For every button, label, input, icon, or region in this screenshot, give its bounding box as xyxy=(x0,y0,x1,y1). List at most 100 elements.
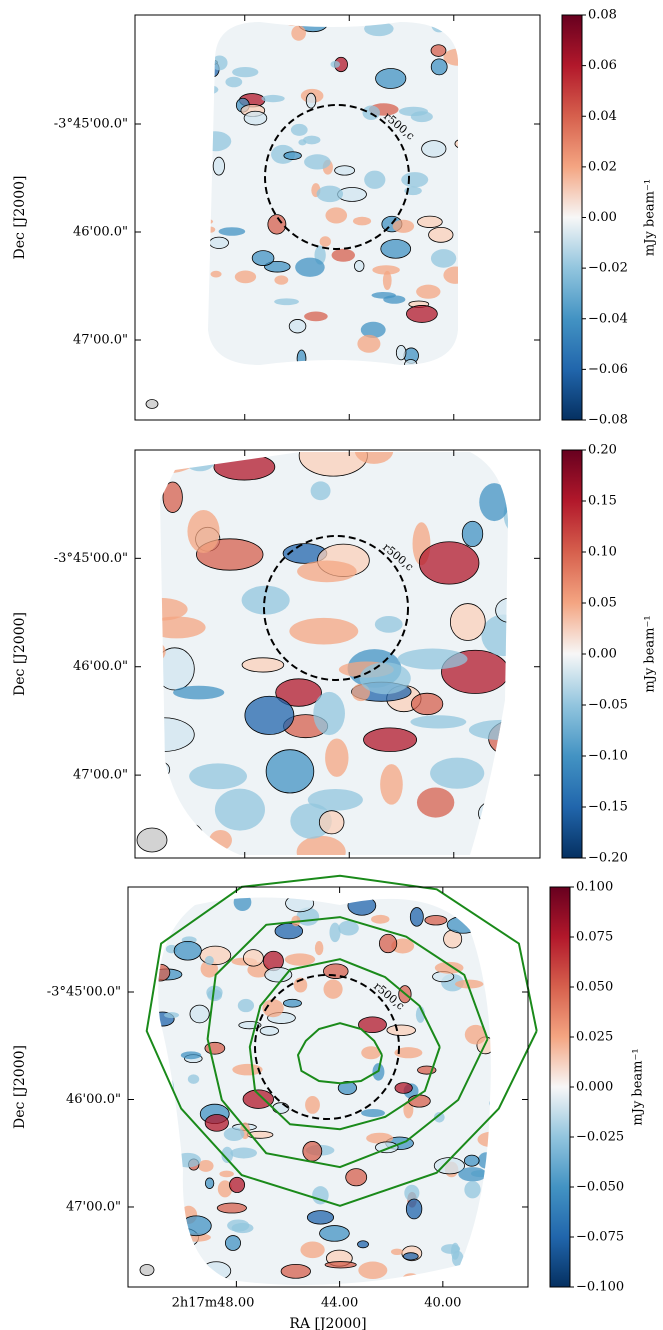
map-blob xyxy=(513,332,537,346)
map-blob xyxy=(364,170,386,189)
map-blob xyxy=(295,257,325,277)
map-blob xyxy=(217,1180,233,1198)
map-blob xyxy=(304,311,328,322)
y-axis-label: Dec [J2000] xyxy=(12,612,28,696)
map-blob xyxy=(216,1202,247,1214)
map-blob xyxy=(467,286,489,295)
map-blob xyxy=(512,917,520,929)
map-blob xyxy=(380,239,412,259)
map-blob xyxy=(305,92,317,109)
map-blob xyxy=(415,362,445,365)
map-blob xyxy=(204,1177,215,1189)
map-blob xyxy=(366,1132,394,1144)
map-blob xyxy=(244,695,295,735)
beam xyxy=(145,399,159,409)
map-blob xyxy=(126,949,136,959)
colorbar-tick-label: −0.050 xyxy=(576,1180,624,1195)
map-blob xyxy=(185,166,204,176)
r500-circle xyxy=(263,535,409,681)
map-blob xyxy=(404,1184,420,1202)
map-blob xyxy=(180,45,189,58)
map-blob xyxy=(495,12,526,27)
map-blob xyxy=(318,810,345,835)
map-blob xyxy=(394,1082,413,1094)
map-blob xyxy=(417,215,443,228)
map-blob xyxy=(233,897,252,912)
y-axis-label: Dec [J2000] xyxy=(12,1045,28,1129)
y-tick-label: -3°45'00.0" xyxy=(54,551,128,566)
map-blob xyxy=(198,1159,214,1172)
map-blob xyxy=(424,915,448,926)
plot-frame xyxy=(134,14,541,421)
map-blob xyxy=(494,163,511,169)
map-blob xyxy=(488,235,500,247)
map-blob xyxy=(262,999,284,1018)
map-blob xyxy=(460,299,487,305)
map-blob xyxy=(132,913,156,925)
map-blob xyxy=(484,1265,491,1285)
map-blob xyxy=(510,707,552,736)
map-blob xyxy=(479,483,508,522)
map-blob xyxy=(464,1024,487,1045)
map-blob xyxy=(306,1210,335,1225)
map-blob xyxy=(405,1198,423,1220)
map-blob xyxy=(208,217,214,226)
map-blob xyxy=(357,334,381,353)
map-blob xyxy=(488,1255,491,1270)
map-blob xyxy=(426,388,448,403)
map-blob xyxy=(523,270,541,285)
map-blob xyxy=(256,384,264,392)
map-blob xyxy=(173,290,202,297)
y-tick-label: 47'00.0" xyxy=(66,1199,121,1214)
map-blob xyxy=(502,1209,511,1217)
r500-circle xyxy=(264,104,410,250)
map-blob xyxy=(159,882,174,895)
x-tick-label: 44.00 xyxy=(321,1296,358,1311)
map-blob xyxy=(337,1081,357,1095)
map-blob xyxy=(431,403,456,413)
map-blob xyxy=(375,68,407,89)
colorbar-tick-label: −0.20 xyxy=(588,851,628,866)
map-blob xyxy=(402,1273,420,1285)
map-blob xyxy=(458,1167,487,1182)
colorbar-tick-label: 0.00 xyxy=(588,647,617,662)
colorbar-tick-label: −0.05 xyxy=(588,698,628,713)
map-blob xyxy=(494,212,522,224)
map-blob xyxy=(237,998,255,1013)
map-blob xyxy=(477,1131,491,1148)
map-blob xyxy=(121,146,152,161)
map-blob xyxy=(243,110,268,126)
map-blob xyxy=(511,1144,534,1161)
map-blob xyxy=(452,346,458,356)
map-blob xyxy=(360,321,386,339)
colorbar-tick-label: −0.06 xyxy=(588,362,628,377)
map-blob xyxy=(160,717,195,752)
map-blob xyxy=(164,1012,180,1019)
map-blob xyxy=(449,353,458,365)
map-blob xyxy=(194,370,206,381)
map-blob xyxy=(289,617,359,645)
colorbar-tick-label: 0.100 xyxy=(576,880,613,895)
y-tick-label: 47'00.0" xyxy=(73,768,128,783)
map-blob xyxy=(397,648,468,670)
map-blob xyxy=(209,830,232,851)
map-blob xyxy=(464,1180,481,1199)
map-blob xyxy=(210,270,222,278)
map-blob xyxy=(155,157,173,172)
map-blob xyxy=(415,378,444,387)
map-blob xyxy=(214,788,265,831)
colorbar-label: mJy beam⁻¹ xyxy=(631,1048,646,1125)
map-blob xyxy=(443,266,458,284)
map-blob xyxy=(187,1074,200,1084)
map-blob xyxy=(441,22,458,25)
map-blob xyxy=(208,131,232,152)
map-blob xyxy=(284,953,316,966)
colorbar-tick-label: 0.20 xyxy=(588,443,617,458)
map-blob xyxy=(153,240,183,246)
y-tick-label: 47'00.0" xyxy=(73,332,128,347)
map-blob xyxy=(290,803,332,839)
map-blob xyxy=(374,616,403,633)
x-tick-label: 2h17m48.00 xyxy=(172,1296,255,1311)
map-blob xyxy=(293,977,308,993)
